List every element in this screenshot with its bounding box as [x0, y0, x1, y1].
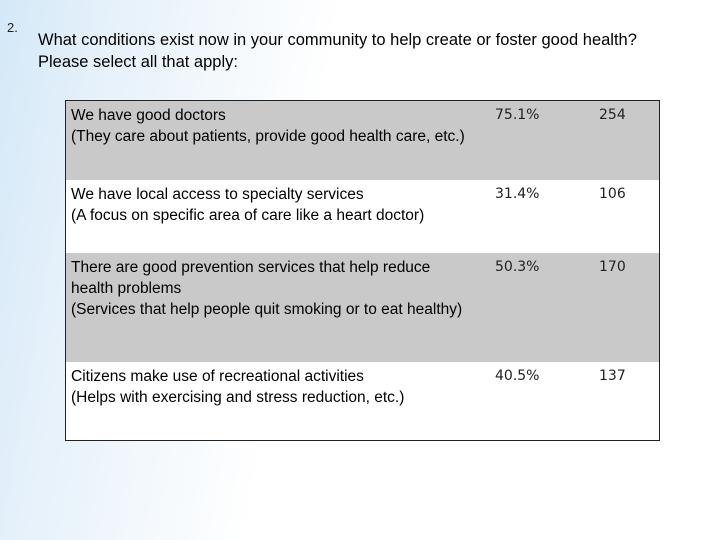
response-count: 170	[599, 259, 626, 275]
response-label: Citizens make use of recreational activi…	[71, 368, 405, 406]
table-row: We have good doctors (They care about pa…	[66, 101, 659, 180]
response-label: There are good prevention services that …	[71, 259, 463, 318]
response-percent: 50.3%	[495, 259, 540, 275]
table-row: There are good prevention services that …	[66, 253, 659, 362]
response-count: 254	[599, 107, 626, 123]
response-percent: 75.1%	[495, 107, 540, 123]
response-percent: 40.5%	[495, 368, 540, 384]
question-text: What conditions exist now in your commun…	[38, 31, 637, 71]
table-row: We have local access to specialty servic…	[66, 180, 659, 253]
response-label: We have local access to specialty servic…	[71, 186, 425, 224]
response-percent: 31.4%	[495, 186, 540, 202]
response-table: We have good doctors (They care about pa…	[65, 100, 660, 441]
response-label: We have good doctors (They care about pa…	[71, 107, 465, 145]
question-number: 2.	[7, 20, 18, 35]
response-count: 137	[599, 368, 626, 384]
table-row: Citizens make use of recreational activi…	[66, 362, 659, 440]
response-count: 106	[599, 186, 626, 202]
